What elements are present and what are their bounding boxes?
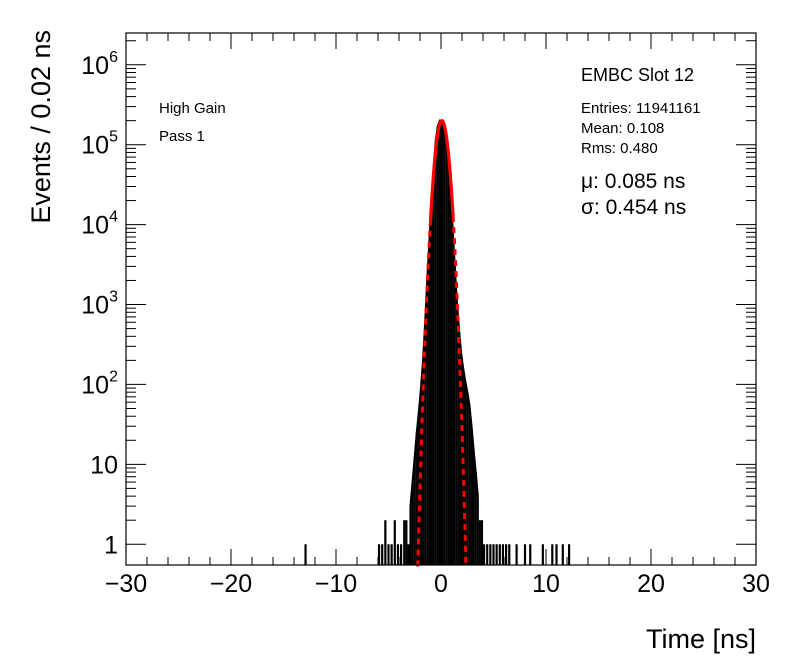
entries-label: Entries: 11941161 — [581, 100, 701, 117]
x-tick-label: −20 — [210, 570, 252, 598]
y-tick-label: 104 — [81, 209, 118, 240]
fit-curve-core — [428, 119, 455, 220]
x-tick-label: 0 — [434, 570, 448, 598]
y-tick-label: 105 — [81, 129, 118, 160]
y-tick-label: 102 — [81, 368, 118, 399]
fit-mu-label: μ: 0.085 ns — [581, 170, 685, 193]
x-axis: −30 −20 −10 0 10 20 30 — [105, 33, 770, 598]
histogram-bars — [304, 119, 571, 565]
y-tick-label: 1 — [104, 531, 118, 559]
y-tick-label: 106 — [81, 49, 118, 80]
fit-sigma-label: σ: 0.454 ns — [581, 196, 686, 219]
x-tick-label: 10 — [532, 570, 560, 598]
y-tick-label: 103 — [81, 289, 118, 320]
y-tick-label: 10 — [90, 451, 118, 479]
gain-label: High Gain — [159, 100, 226, 117]
fit-curve-left-tail — [416, 219, 432, 567]
x-tick-label: −10 — [315, 570, 357, 598]
x-tick-label: 30 — [742, 570, 770, 598]
pass-label: Pass 1 — [159, 128, 205, 145]
slot-label: EMBC Slot 12 — [581, 65, 694, 85]
x-tick-label: −30 — [105, 570, 147, 598]
y-axis-title: Events / 0.02 ns — [26, 30, 56, 224]
mean-label: Mean: 0.108 — [581, 120, 664, 137]
y-axis: 1 10 102 103 104 105 106 — [81, 40, 756, 559]
x-tick-label: 20 — [637, 570, 665, 598]
gaussian-fit — [416, 119, 468, 567]
rms-label: Rms: 0.480 — [581, 140, 658, 157]
x-axis-title: Time [ns] — [646, 624, 756, 654]
